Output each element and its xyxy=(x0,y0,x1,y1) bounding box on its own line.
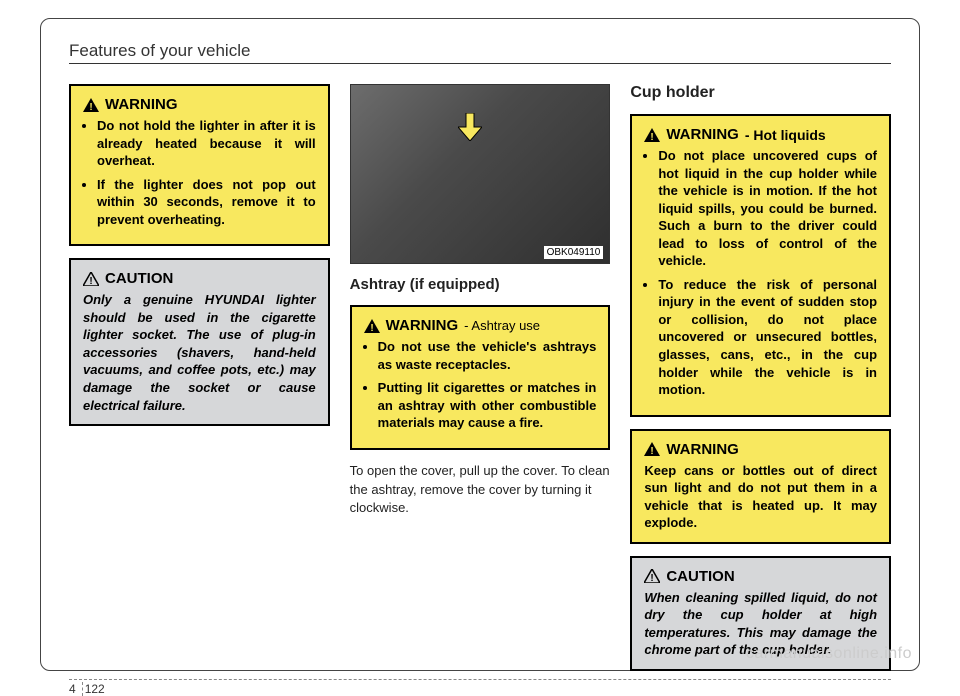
arrow-down-icon xyxy=(458,113,482,146)
warning-subtitle: - Hot liquids xyxy=(745,127,826,143)
warning-title: ! WARNING xyxy=(83,96,316,113)
cupholder-heading: Cup holder xyxy=(630,84,891,102)
warning-title-text: WARNING xyxy=(666,126,739,143)
svg-text:!: ! xyxy=(651,573,654,583)
caution-title-text: CAUTION xyxy=(105,270,173,287)
warning-bullet: Do not place uncovered cups of hot liqui… xyxy=(658,147,877,270)
warning-hot-liquids: ! WARNING - Hot liquids Do not place unc… xyxy=(630,114,891,417)
warning-title: ! WARNING - Ashtray use xyxy=(364,317,597,334)
caution-icon: ! xyxy=(644,569,660,583)
svg-text:!: ! xyxy=(89,102,92,112)
caution-title: ! CAUTION xyxy=(644,568,877,585)
footer-page: 122 xyxy=(85,682,105,696)
warning-explode: ! WARNING Keep cans or bottles out of di… xyxy=(630,429,891,544)
warning-icon: ! xyxy=(83,98,99,112)
column-1: ! WARNING Do not hold the lighter in aft… xyxy=(69,84,330,671)
warning-body: Do not hold the lighter in after it is a… xyxy=(83,117,316,228)
caution-lighter: ! CAUTION Only a genuine HYUNDAI lighter… xyxy=(69,258,330,426)
page-inner: Features of your vehicle ! WARNING Do no… xyxy=(40,18,920,671)
column-3: Cup holder ! WARNING - Hot liquids Do no… xyxy=(630,84,891,671)
warning-title-text: WARNING xyxy=(105,96,178,113)
svg-text:!: ! xyxy=(89,276,92,286)
svg-text:!: ! xyxy=(651,446,654,456)
warning-icon: ! xyxy=(644,442,660,456)
warning-title-text: WARNING xyxy=(386,317,459,334)
photo-label: OBK049110 xyxy=(544,246,604,259)
svg-text:!: ! xyxy=(370,323,373,333)
caution-title-text: CAUTION xyxy=(666,568,734,585)
ashtray-heading: Ashtray (if equipped) xyxy=(350,276,611,293)
warning-bullet: Do not use the vehicle's ashtrays as was… xyxy=(378,338,597,373)
warning-body: Do not use the vehicle's ashtrays as was… xyxy=(364,338,597,432)
warning-ashtray: ! WARNING - Ashtray use Do not use the v… xyxy=(350,305,611,450)
watermark: carmanualsonline.info xyxy=(746,645,912,663)
footer: 4 122 xyxy=(69,679,891,696)
columns: ! WARNING Do not hold the lighter in aft… xyxy=(69,84,891,671)
warning-bullet: To reduce the risk of personal injury in… xyxy=(658,276,877,399)
warning-body: Do not place uncovered cups of hot liqui… xyxy=(644,147,877,399)
warning-body: Keep cans or bottles out of direct sun l… xyxy=(644,462,877,532)
warning-bullet: Putting lit cigarettes or matches in an … xyxy=(378,379,597,432)
warning-icon: ! xyxy=(364,319,380,333)
ashtray-body-text: To open the cover, pull up the cover. To… xyxy=(350,462,611,519)
warning-icon: ! xyxy=(644,128,660,142)
warning-bullet: If the lighter does not pop out within 3… xyxy=(97,176,316,229)
warning-title: ! WARNING xyxy=(644,441,877,458)
caution-body: Only a genuine HYUNDAI lighter should be… xyxy=(83,291,316,414)
warning-subtitle: - Ashtray use xyxy=(464,318,540,333)
warning-title-text: WARNING xyxy=(666,441,739,458)
ashtray-photo: OBK049110 xyxy=(350,84,611,264)
warning-title: ! WARNING - Hot liquids xyxy=(644,126,877,143)
caution-title: ! CAUTION xyxy=(83,270,316,287)
column-2: OBK049110 Ashtray (if equipped) ! WARNIN… xyxy=(350,84,611,671)
caution-icon: ! xyxy=(83,272,99,286)
svg-text:!: ! xyxy=(651,132,654,142)
footer-chapter: 4 xyxy=(69,682,83,696)
warning-lighter: ! WARNING Do not hold the lighter in aft… xyxy=(69,84,330,246)
page-header: Features of your vehicle xyxy=(69,41,891,64)
warning-bullet: Do not hold the lighter in after it is a… xyxy=(97,117,316,170)
